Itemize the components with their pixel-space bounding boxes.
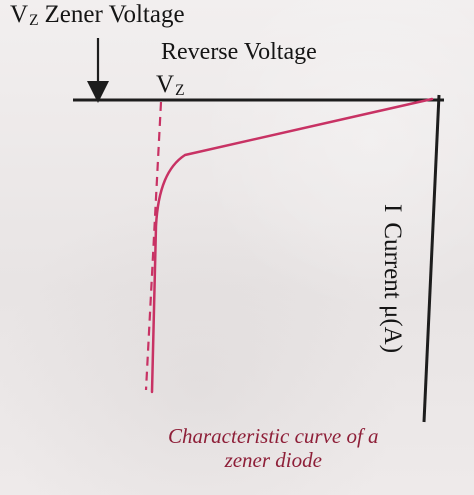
vz-subscript: Z bbox=[175, 82, 185, 100]
caption-line-1: Characteristic curve of a bbox=[168, 424, 379, 448]
vz-symbol: V bbox=[156, 71, 175, 98]
zener-voltage-text: Zener Voltage bbox=[44, 1, 185, 28]
vz-label: VZ bbox=[156, 71, 185, 100]
current-symbol: I bbox=[379, 204, 406, 213]
zener-voltage-label: VZ Zener Voltage bbox=[10, 1, 185, 30]
zener-voltage-symbol: V bbox=[10, 1, 29, 28]
zener-characteristic-curve bbox=[150, 97, 434, 394]
diagram-caption: Characteristic curve of a zener diode bbox=[168, 424, 379, 472]
zener-voltage-dashed-guide bbox=[144, 101, 163, 391]
caption-line-2: zener diode bbox=[224, 448, 322, 473]
current-axis-label: I Current μ(A) bbox=[373, 204, 406, 384]
zener-voltage-subscript: Z bbox=[29, 12, 39, 30]
current-axis bbox=[422, 94, 441, 423]
current-text: Current μ(A) bbox=[379, 222, 406, 354]
reverse-voltage-label: Reverse Voltage bbox=[161, 39, 317, 65]
